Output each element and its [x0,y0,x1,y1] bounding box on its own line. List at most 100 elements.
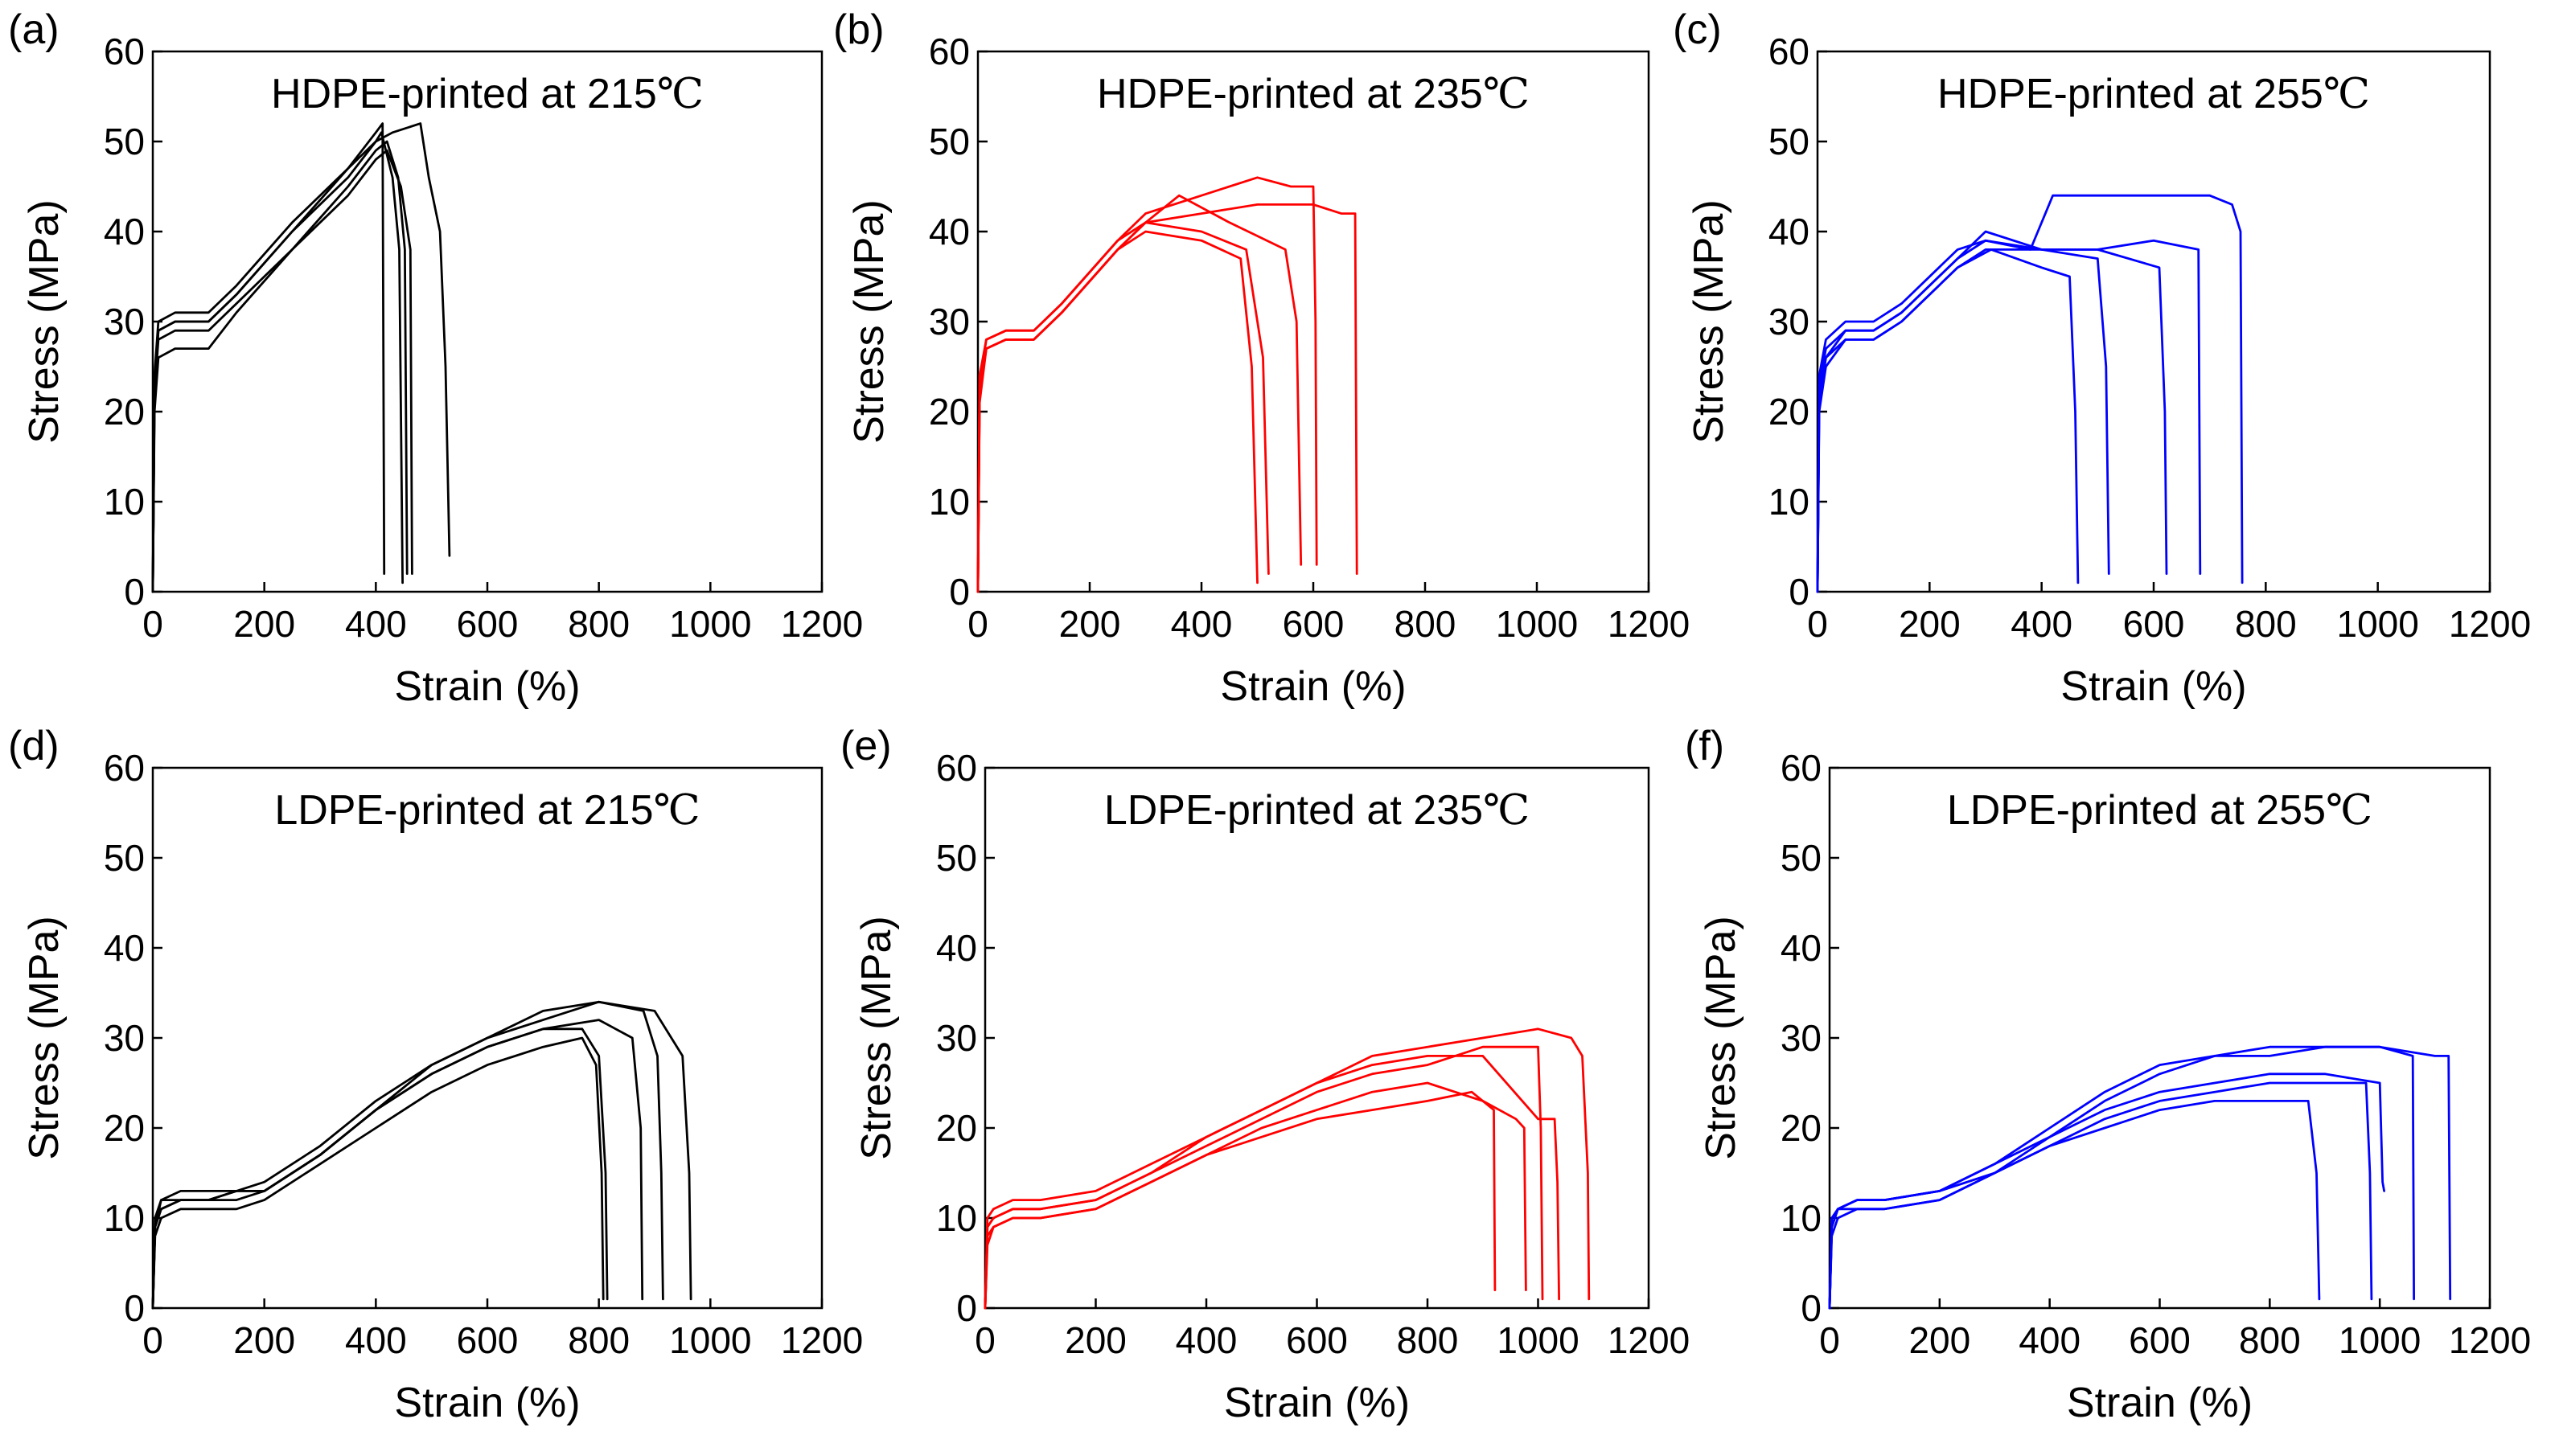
x-axis-label: Strain (%) [394,1380,580,1426]
y-tick-label: 40 [936,927,977,969]
series-line [151,131,405,593]
x-axis-label: Strain (%) [394,663,580,710]
series-line [976,203,1358,593]
y-tick-label: 0 [949,571,970,613]
y-tick-label: 60 [1768,31,1809,72]
chart-panel: (d) 0 200 400 600 800 1000 1200 0 10 20 30 40 50 60 Str… [8,723,863,1426]
x-tick-label: 200 [1065,1319,1127,1361]
y-tick-label: 20 [1768,391,1809,433]
x-axis-label: Strain (%) [2067,1380,2253,1426]
x-tick-label: 1000 [669,1319,751,1361]
y-tick-label: 10 [104,481,145,523]
y-tick-label: 50 [104,837,145,879]
x-tick-label: 200 [1059,603,1121,645]
x-tick-label: 400 [2019,1319,2080,1361]
series-line [984,1090,1497,1310]
y-axis-label: Stress (MPa) [21,916,68,1159]
x-tick-label: 0 [1807,603,1828,645]
x-tick-label: 600 [2129,1319,2191,1361]
plot-frame [151,50,824,593]
x-tick-label: 1000 [1496,603,1578,645]
y-tick-label: 20 [104,1107,145,1149]
x-tick-label: 1200 [781,1319,863,1361]
y-tick-label: 30 [1768,301,1809,342]
y-tick-label: 50 [1768,121,1809,162]
x-tick-label: 1000 [2339,1319,2421,1361]
plot-frame [976,50,1650,593]
y-tick-label: 40 [929,211,970,252]
y-tick-label: 40 [104,211,145,252]
panel-label: (d) [8,723,60,769]
y-tick-label: 10 [104,1197,145,1239]
x-tick-label: 800 [568,603,630,645]
x-tick-label: 1000 [669,603,751,645]
y-tick-label: 0 [1789,571,1809,613]
y-tick-label: 30 [104,1017,145,1059]
y-tick-label: 60 [1781,747,1822,789]
y-tick-label: 10 [936,1197,977,1239]
x-tick-label: 200 [1908,1319,1970,1361]
x-tick-label: 1200 [2449,1319,2531,1361]
x-tick-label: 200 [233,1319,295,1361]
x-tick-label: 1200 [1608,1319,1690,1361]
x-tick-label: 600 [457,1319,519,1361]
y-axis-label: Stress (MPa) [853,916,900,1159]
x-tick-label: 1000 [2336,603,2418,645]
series-line [984,1045,1544,1310]
y-tick-label: 50 [1781,837,1822,879]
x-tick-label: 600 [1283,603,1345,645]
x-tick-label: 0 [975,1319,996,1361]
series-line [1816,239,2202,593]
y-tick-label: 10 [1768,481,1809,523]
series-line [151,1000,692,1310]
chart-title: LDPE-printed at 215℃ [274,787,700,834]
chart-panel: (e) 0 200 400 600 800 1000 1200 0 10 20 30 40 50 60 Str… [840,723,1690,1426]
series-line [151,1019,644,1310]
x-tick-label: 600 [2123,603,2185,645]
y-tick-label: 50 [936,837,977,879]
x-tick-label: 200 [233,603,295,645]
x-axis-label: Strain (%) [1224,1380,1410,1426]
x-axis-label: Strain (%) [2060,663,2246,710]
x-tick-label: 400 [345,1319,407,1361]
x-tick-label: 400 [1171,603,1233,645]
x-tick-label: 800 [2239,1319,2301,1361]
x-tick-label: 0 [1819,1319,1840,1361]
chart-panel: (f) 0 200 400 600 800 1000 1200 0 10 20 30 40 50 60 Str… [1685,723,2531,1426]
x-tick-label: 400 [1176,1319,1238,1361]
series-line [1816,248,2080,593]
series-line [1828,1045,2416,1310]
series-line [151,149,413,593]
x-tick-label: 0 [142,1319,163,1361]
x-tick-label: 0 [967,603,988,645]
y-axis-label: Stress (MPa) [846,199,893,443]
x-tick-label: 1200 [781,603,863,645]
series-line [1816,248,2168,593]
y-tick-label: 40 [1781,927,1822,969]
x-tick-label: 200 [1899,603,1961,645]
y-tick-label: 60 [929,31,970,72]
y-tick-label: 10 [929,481,970,523]
series-line [984,1081,1527,1310]
series-line [976,176,1318,593]
x-tick-label: 800 [2235,603,2297,645]
y-tick-label: 60 [104,747,145,789]
x-tick-label: 400 [345,603,407,645]
y-tick-label: 20 [936,1107,977,1149]
chart-title: HDPE-printed at 215℃ [271,71,704,117]
series-line [976,221,1270,593]
chart-title: LDPE-printed at 255℃ [1947,787,2372,834]
plot-frame [1816,50,2491,593]
x-tick-label: 1200 [1608,603,1690,645]
y-tick-label: 40 [104,927,145,969]
y-tick-label: 20 [1781,1107,1822,1149]
series-line [151,1027,609,1310]
y-axis-label: Stress (MPa) [21,199,68,443]
chart-title: LDPE-printed at 235℃ [1104,787,1530,834]
y-tick-label: 30 [936,1017,977,1059]
y-tick-label: 40 [1768,211,1809,252]
x-tick-label: 800 [1397,1319,1459,1361]
chart-title: HDPE-printed at 255℃ [1937,71,2370,117]
plot-frame [984,766,1650,1310]
y-tick-label: 0 [956,1287,977,1329]
